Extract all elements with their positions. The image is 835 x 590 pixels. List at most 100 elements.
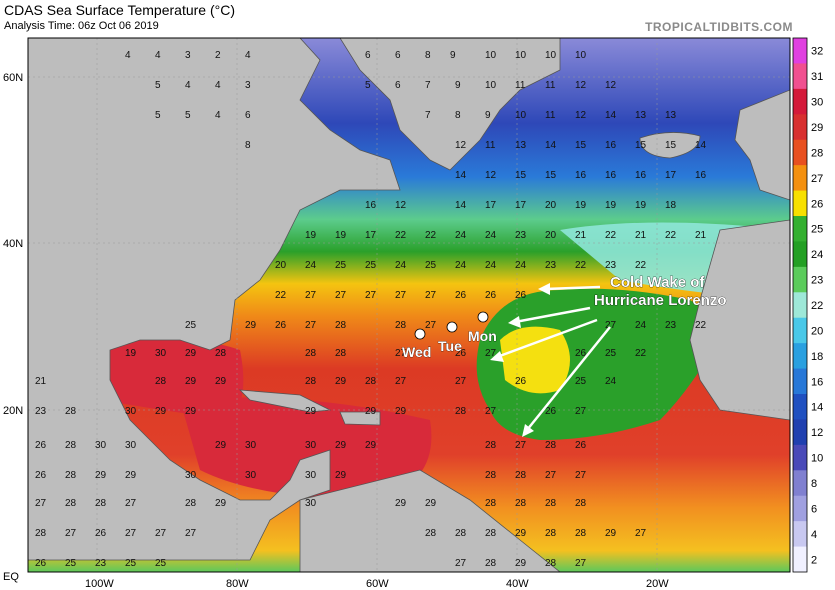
sst-value: 29 — [125, 470, 137, 481]
sst-value: 10 — [485, 80, 497, 91]
sst-value: 10 — [545, 50, 557, 61]
sst-value: 24 — [485, 230, 497, 241]
sst-value: 15 — [665, 140, 677, 151]
sst-value: 29 — [365, 406, 377, 417]
map-frame — [27, 37, 791, 573]
sst-value: 19 — [125, 348, 137, 359]
sst-value: 22 — [665, 230, 677, 241]
sst-value: 26 — [455, 290, 467, 301]
sst-value: 27 — [305, 320, 317, 331]
colorbar-swatch — [793, 165, 807, 192]
colorbar-label: 28 — [811, 147, 823, 159]
sst-value: 29 — [365, 440, 377, 451]
sst-value: 6 — [365, 50, 371, 61]
sst-value: 27 — [635, 528, 647, 539]
sst-value: 14 — [545, 140, 557, 151]
colorbar-swatch — [793, 394, 807, 420]
sst-value: 29 — [155, 406, 167, 417]
sst-value: 19 — [335, 230, 347, 241]
track-point-mon — [477, 311, 489, 323]
sst-value: 17 — [485, 200, 497, 211]
lon-label: 60W — [366, 578, 389, 590]
sst-value: 23 — [35, 406, 47, 417]
sst-value: 16 — [605, 170, 617, 181]
sst-value: 28 — [575, 528, 587, 539]
colorbar-swatch — [793, 444, 807, 471]
sst-value: 26 — [545, 406, 557, 417]
sst-value: 28 — [485, 440, 497, 451]
sst-value: 26 — [515, 290, 527, 301]
colorbar-frame — [792, 37, 808, 573]
annotation-arrows — [496, 285, 611, 431]
sst-value: 11 — [515, 80, 526, 91]
arrow-heads — [490, 283, 550, 437]
sst-value: 26 — [575, 348, 587, 359]
colorbar-swatch — [793, 190, 807, 217]
sst-value: 4 — [245, 50, 251, 61]
lon-label: 80W — [226, 578, 249, 590]
brand-watermark: TROPICALTIDBITS.COM — [645, 20, 793, 34]
sst-value: 24 — [635, 320, 647, 331]
sst-value: 29 — [95, 470, 107, 481]
sst-value: 27 — [455, 376, 467, 387]
sst-value: 24 — [455, 260, 467, 271]
sst-value: 26 — [35, 558, 47, 569]
sst-value: 17 — [365, 230, 377, 241]
sst-value: 30 — [125, 440, 137, 451]
sst-value: 28 — [65, 498, 77, 509]
sst-value: 28 — [215, 348, 227, 359]
sst-value: 12 — [575, 80, 587, 91]
lon-label: 20W — [646, 578, 669, 590]
sst-value: 3 — [185, 50, 191, 61]
colorbar-label: 12 — [811, 427, 823, 439]
sst-value: 19 — [635, 200, 647, 211]
sst-value: 13 — [515, 140, 527, 151]
sst-value: 11 — [545, 80, 556, 91]
sst-value: 28 — [335, 348, 347, 359]
sst-value: 30 — [125, 406, 137, 417]
sst-value: 28 — [455, 406, 467, 417]
sst-value: 22 — [275, 290, 287, 301]
sst-value: 30 — [155, 348, 167, 359]
sst-value: 28 — [545, 440, 557, 451]
sst-value: 28 — [545, 498, 557, 509]
land — [28, 38, 790, 572]
sst-value: 25 — [65, 558, 77, 569]
sst-value: 14 — [455, 200, 467, 211]
sst-value: 28 — [455, 528, 467, 539]
lat-label: EQ — [3, 571, 19, 583]
sst-value: 27 — [395, 290, 407, 301]
colorbar-label: 29 — [811, 122, 823, 134]
sst-value: 22 — [695, 320, 707, 331]
sst-value: 28 — [515, 470, 527, 481]
sst-value: 12 — [395, 200, 407, 211]
sst-value: 27 — [485, 348, 497, 359]
sst-value: 11 — [485, 140, 496, 151]
sst-value: 30 — [185, 470, 197, 481]
sst-value: 25 — [425, 260, 437, 271]
colorbar-label: 8 — [811, 478, 817, 490]
sst-value: 14 — [695, 140, 707, 151]
colorbar-swatch — [793, 343, 807, 370]
sst-value: 29 — [215, 440, 227, 451]
sst-value: 24 — [515, 260, 527, 271]
sst-value: 27 — [395, 348, 407, 359]
annotation-line1: Cold Wake of — [610, 274, 705, 291]
sst-value: 28 — [95, 498, 107, 509]
sst-value: 28 — [545, 558, 557, 569]
colorbar-label: 25 — [811, 224, 823, 236]
sst-value: 28 — [305, 376, 317, 387]
sst-value: 24 — [605, 376, 617, 387]
sst-value: 27 — [305, 290, 317, 301]
sst-value: 4 — [185, 80, 191, 91]
sst-value: 22 — [635, 260, 647, 271]
sst-value: 29 — [335, 440, 347, 451]
sst-value: 22 — [425, 230, 437, 241]
colorbar-label: 6 — [811, 503, 817, 515]
sst-value: 28 — [575, 498, 587, 509]
sst-value: 28 — [335, 320, 347, 331]
sst-value: 27 — [425, 290, 437, 301]
sst-value: 28 — [185, 498, 197, 509]
sst-value: 25 — [575, 376, 587, 387]
sst-value: 22 — [605, 230, 617, 241]
